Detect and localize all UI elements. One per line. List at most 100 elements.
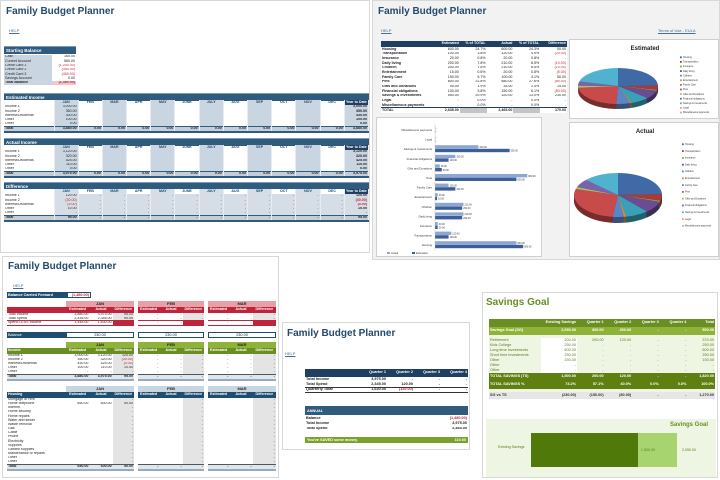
table-cell[interactable]: 0.00 [54,122,79,127]
table-cell[interactable]: - [203,316,230,321]
table-cell[interactable]: 370.00 [702,338,714,342]
table-cell[interactable]: 120.00 [54,194,79,199]
table-cell[interactable] [295,122,321,127]
table-cell[interactable]: - [126,211,152,216]
table-cell[interactable]: - [180,353,182,357]
table-cell[interactable]: 200.00 [447,61,459,65]
table-cell[interactable]: 150.00 [447,75,459,79]
table-cell[interactable] [126,117,152,123]
table-cell[interactable]: 425.00 [100,361,112,366]
table-cell[interactable]: 1.4% [530,84,540,89]
table-cell[interactable]: - [182,366,206,371]
table-cell[interactable] [126,150,152,155]
table-cell[interactable]: - [203,361,230,367]
table-cell[interactable] [320,158,345,163]
table-cell[interactable] [150,162,176,168]
table-cell[interactable]: 22.8% [475,79,486,84]
table-cell[interactable]: 20.00 [503,56,513,60]
table-cell[interactable] [174,150,200,155]
table-cell[interactable]: - [252,422,276,427]
table-cell[interactable] [223,154,249,159]
table-cell[interactable] [133,414,160,419]
table-cell[interactable]: 50.00 [557,47,566,51]
table-cell[interactable]: 3,975.00 [452,421,467,426]
table-cell[interactable]: - [174,202,200,207]
table-cell[interactable]: (5.00) [54,202,79,207]
table-cell[interactable]: 100.00 [447,89,459,93]
table-cell[interactable]: 24.3% [528,47,540,51]
table-cell[interactable]: - [223,202,249,207]
table-cell[interactable]: - [182,456,206,461]
table-cell[interactable]: - [602,343,604,347]
table-cell[interactable] [150,113,176,118]
table-cell[interactable]: (50.00) [554,89,566,93]
table-cell[interactable] [102,105,128,110]
table-cell[interactable]: 350.00 [344,109,369,114]
table-cell[interactable] [203,451,230,457]
table-cell[interactable] [203,435,230,440]
table-cell[interactable] [133,401,160,406]
table-cell[interactable]: 100.00 [54,117,79,123]
table-cell[interactable]: - [182,414,206,419]
table-cell[interactable] [223,158,249,163]
table-cell[interactable]: 3,975.00 [97,312,112,316]
table-cell[interactable]: - [629,363,632,367]
table-cell[interactable] [150,105,176,110]
table-cell[interactable]: - [411,377,413,381]
table-cell[interactable] [271,113,297,118]
table-cell[interactable]: 3,120.00 [54,150,79,155]
table-cell[interactable]: 560.00 [64,59,75,63]
table-cell[interactable]: - [602,363,604,367]
table-cell[interactable]: - [250,366,252,370]
table-cell[interactable]: 350.00 [54,109,79,114]
table-cell[interactable] [126,154,152,159]
table-cell[interactable]: - [629,343,632,347]
table-cell[interactable]: 4.1% [530,75,540,79]
table-cell[interactable]: 210.00 [501,65,513,70]
table-cell[interactable] [271,150,297,155]
table-cell[interactable] [203,397,230,402]
table-cell[interactable]: - [252,435,276,440]
table-cell[interactable]: - [564,103,566,107]
table-cell[interactable]: - [320,198,345,203]
table-cell[interactable] [203,426,230,431]
table-cell[interactable]: - [182,460,206,465]
table-cell[interactable] [102,162,128,168]
table-cell[interactable] [295,109,321,114]
table-cell[interactable]: - [541,368,577,373]
table-cell[interactable]: (10.00) [554,61,566,65]
table-cell[interactable]: (5.00) [344,202,369,207]
table-cell[interactable] [133,447,160,452]
table-cell[interactable] [102,122,128,127]
table-cell[interactable]: - [150,202,176,207]
table-cell[interactable]: 0.00 [54,167,79,172]
table-cell[interactable]: 50.00 [449,84,459,89]
table-cell[interactable] [223,113,249,118]
table-cell[interactable]: - [174,198,200,203]
table-cell[interactable]: 110.00 [100,366,112,370]
table-cell[interactable] [203,460,230,465]
table-cell[interactable]: - [252,397,276,402]
table-cell[interactable] [126,122,152,127]
table-cell[interactable]: 320.00 [501,93,513,98]
table-cell[interactable]: 15.00 [557,84,566,89]
table-cell[interactable]: - [182,316,206,321]
table-cell[interactable]: 20.00 [503,70,513,74]
table-cell[interactable]: 425.00 [54,158,79,163]
table-cell[interactable]: 95.00 [112,312,136,317]
table-cell[interactable] [271,117,297,123]
table-cell[interactable]: - [203,357,230,362]
table-cell[interactable]: - [102,194,128,199]
table-cell[interactable] [320,154,345,159]
table-cell[interactable]: 0.8% [477,56,486,60]
table-cell[interactable] [133,418,160,423]
table-cell[interactable] [295,105,321,110]
help-link[interactable]: HELP [381,28,392,33]
table-cell[interactable]: - [685,348,687,352]
table-cell[interactable] [150,122,176,127]
table-cell[interactable] [271,167,297,172]
table-cell[interactable]: - [182,410,206,415]
table-cell[interactable]: - [320,211,345,216]
table-cell[interactable]: - [112,410,136,415]
table-cell[interactable] [133,460,160,465]
